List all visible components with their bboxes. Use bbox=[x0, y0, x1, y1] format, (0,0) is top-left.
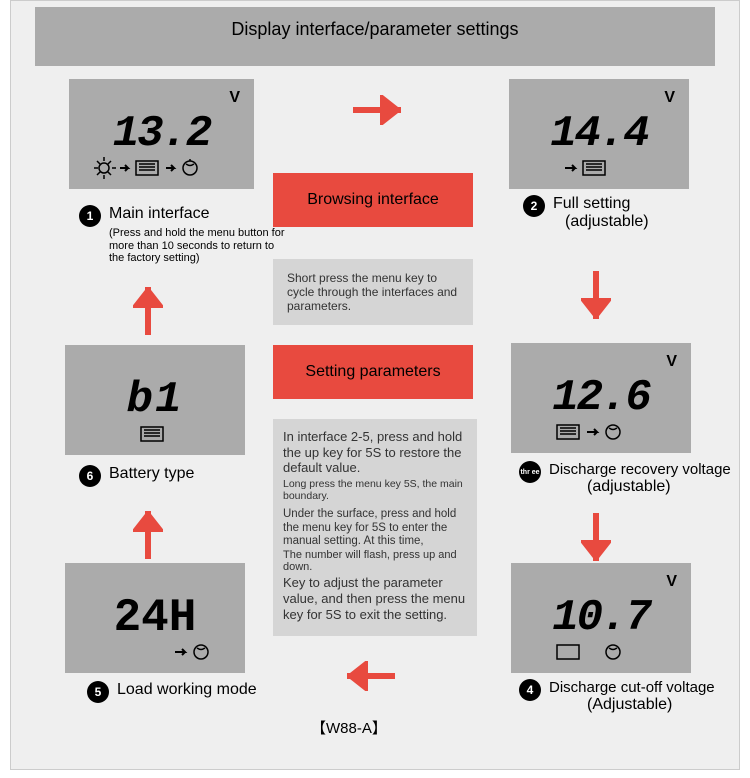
inst-line: Key to adjust the parameter value, and t… bbox=[283, 575, 467, 622]
lcd-load-icons bbox=[65, 639, 245, 665]
lcd-cutoff: 10.7 V bbox=[511, 563, 691, 673]
label-load-title: Load working mode bbox=[117, 681, 257, 699]
arrow-right-icon bbox=[351, 95, 401, 125]
lcd-main: 13.2 V bbox=[69, 79, 254, 189]
badge-3: thr ee bbox=[519, 461, 541, 483]
lcd-recovery-unit: V bbox=[666, 353, 677, 371]
label-full-sub: (adjustable) bbox=[553, 213, 649, 231]
lcd-full: 14.4 V bbox=[509, 79, 689, 189]
inst-line: Long press the menu key 5S, the main bou… bbox=[283, 478, 467, 502]
badge-5: 5 bbox=[87, 681, 109, 703]
inst-line: The number will flash, press up and down… bbox=[283, 549, 467, 573]
lcd-recovery-value: 12.6 bbox=[552, 373, 650, 423]
badge-2: 2 bbox=[523, 195, 545, 217]
label-recovery-sub: (adjustable) bbox=[549, 478, 731, 496]
arrow-down-icon bbox=[581, 511, 611, 561]
lcd-main-icons bbox=[69, 155, 254, 181]
label-full: 2 Full setting (adjustable) bbox=[523, 195, 649, 231]
lcd-main-value: 13.2 bbox=[113, 109, 211, 159]
lcd-batt-type-icons bbox=[65, 421, 245, 447]
label-recovery-title: Discharge recovery voltage bbox=[549, 461, 731, 478]
label-main: 1 Main interface (Press and hold the men… bbox=[79, 205, 289, 265]
browsing-interface-box: Browsing interface bbox=[273, 173, 473, 227]
lcd-batt-type: b1 bbox=[65, 345, 245, 455]
model-label: 【W88-A】 bbox=[311, 717, 387, 738]
page-title: Display interface/parameter settings bbox=[35, 7, 715, 66]
label-load: 5 Load working mode bbox=[87, 681, 257, 703]
arrow-up-icon bbox=[133, 287, 163, 337]
page: Display interface/parameter settings Bro… bbox=[10, 0, 740, 770]
arrow-left-icon bbox=[347, 661, 397, 691]
label-full-title: Full setting bbox=[553, 195, 649, 213]
lcd-cutoff-value: 10.7 bbox=[552, 593, 650, 643]
label-cutoff-sub: (Adjustable) bbox=[549, 696, 715, 714]
label-cutoff-title: Discharge cut-off voltage bbox=[549, 679, 715, 696]
inst-line: Under the surface, press and hold the me… bbox=[283, 508, 467, 549]
lcd-recovery: 12.6 V bbox=[511, 343, 691, 453]
lcd-cutoff-icons bbox=[511, 639, 691, 665]
lcd-batt-type-value: b1 bbox=[127, 375, 184, 425]
setting-instructions-box: In interface 2-5, press and hold the up … bbox=[273, 419, 477, 636]
lcd-main-unit: V bbox=[229, 89, 240, 107]
short-press-note: Short press the menu key to cycle throug… bbox=[273, 259, 473, 325]
arrow-up-icon bbox=[133, 511, 163, 561]
lcd-recovery-icons bbox=[511, 419, 691, 445]
label-batt-type: 6 Battery type bbox=[79, 465, 194, 487]
lcd-load-value: 24H bbox=[114, 592, 197, 644]
label-main-title: Main interface bbox=[109, 205, 289, 223]
label-main-sub: (Press and hold the menu button for more… bbox=[109, 227, 289, 265]
badge-4: 4 bbox=[519, 679, 541, 701]
lcd-cutoff-unit: V bbox=[666, 573, 677, 591]
setting-parameters-box: Setting parameters bbox=[273, 345, 473, 399]
badge-6: 6 bbox=[79, 465, 101, 487]
lcd-load: 24H bbox=[65, 563, 245, 673]
label-recovery: thr ee Discharge recovery voltage (adjus… bbox=[519, 461, 731, 496]
lcd-full-unit: V bbox=[664, 89, 675, 107]
lcd-full-value: 14.4 bbox=[550, 109, 648, 159]
arrow-down-icon bbox=[581, 269, 611, 319]
label-cutoff: 4 Discharge cut-off voltage (Adjustable) bbox=[519, 679, 715, 714]
badge-1: 1 bbox=[79, 205, 101, 227]
inst-line: In interface 2-5, press and hold the up … bbox=[283, 429, 467, 476]
label-batt-type-title: Battery type bbox=[109, 465, 194, 483]
lcd-full-icons bbox=[509, 155, 689, 181]
